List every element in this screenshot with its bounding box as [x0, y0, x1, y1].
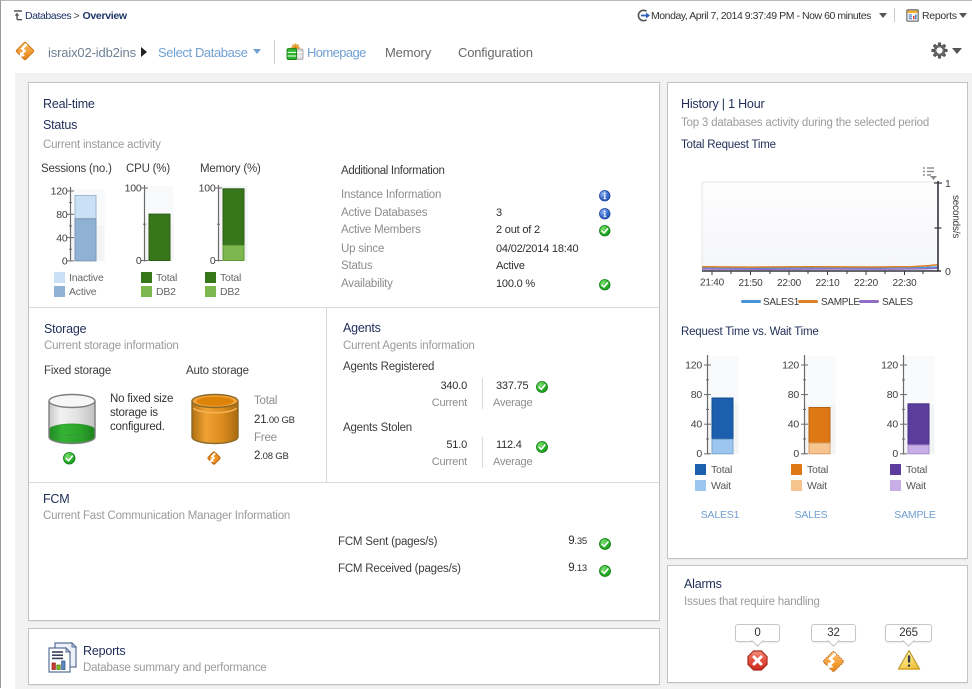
svg-text:21:50: 21:50	[738, 278, 763, 289]
svg-text:120: 120	[881, 360, 898, 372]
svg-text:22:10: 22:10	[815, 278, 840, 289]
svg-text:seconds/s: seconds/s	[950, 195, 961, 238]
svg-text:0: 0	[793, 448, 799, 459]
svg-text:0: 0	[210, 255, 216, 267]
svg-text:80: 80	[691, 389, 703, 401]
svg-text:120: 120	[685, 360, 702, 372]
svg-text:40: 40	[887, 419, 899, 431]
svg-text:100: 100	[199, 183, 216, 195]
svg-text:40: 40	[788, 419, 800, 431]
svg-text:40: 40	[56, 233, 68, 245]
svg-text:0: 0	[892, 448, 898, 459]
svg-text:0: 0	[136, 255, 142, 267]
svg-text:80: 80	[56, 209, 68, 221]
svg-text:120: 120	[782, 360, 799, 372]
svg-text:0: 0	[62, 256, 68, 268]
svg-text:1: 1	[945, 179, 951, 190]
svg-text:120: 120	[51, 186, 68, 198]
svg-text:22:20: 22:20	[854, 278, 879, 289]
svg-text:22:30: 22:30	[892, 278, 917, 289]
svg-text:80: 80	[887, 389, 899, 401]
svg-text:0: 0	[696, 448, 702, 459]
svg-text:40: 40	[691, 419, 703, 431]
svg-text:22:00: 22:00	[777, 278, 802, 289]
svg-text:80: 80	[788, 389, 800, 401]
svg-text:0: 0	[945, 266, 951, 278]
svg-text:100: 100	[125, 183, 142, 195]
svg-text:21:40: 21:40	[700, 278, 725, 289]
